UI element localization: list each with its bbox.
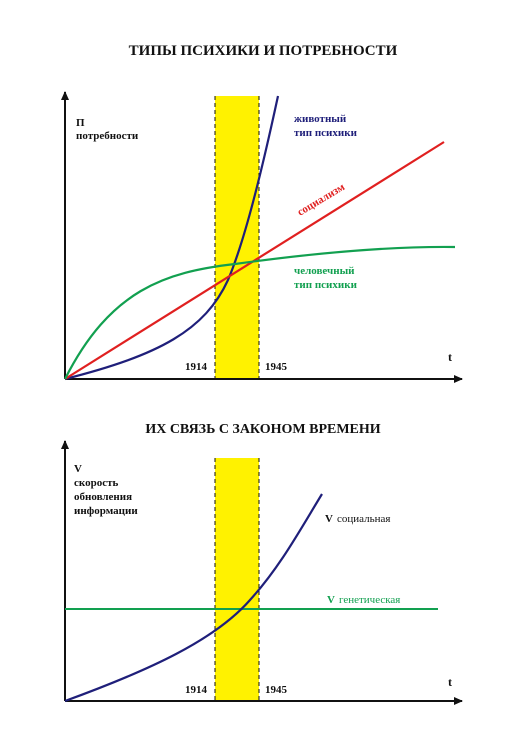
social-label-word: социальная <box>337 513 390 525</box>
social-curve <box>64 493 323 703</box>
bottom-title: ИХ СВЯЗЬ С ЗАКОНОМ ВРЕМЕНИ <box>145 422 380 437</box>
socialism-label: социализм <box>295 181 347 219</box>
bottom-year-start: 1914 <box>185 684 208 696</box>
social-label-v: V <box>325 513 333 525</box>
top-title: ТИПЫ ПСИХИКИ И ПОТРЕБНОСТИ <box>129 43 398 59</box>
bottom-y-label-line4: информации <box>74 505 138 517</box>
top-x-label: t <box>448 350 452 364</box>
top-year-start: 1914 <box>185 361 208 373</box>
genetic-label-word: генетическая <box>339 594 400 606</box>
top-y-label-symbol: П <box>76 117 85 129</box>
top-diagram: П потребности t 1914 1945 животный тип п… <box>61 91 463 383</box>
top-year-end: 1945 <box>265 361 288 373</box>
bottom-x-label: t <box>448 675 452 689</box>
bottom-year-end: 1945 <box>265 684 288 696</box>
human-curve <box>64 245 456 380</box>
animal-label-line2: тип психики <box>294 127 358 139</box>
bottom-period-band <box>215 458 259 701</box>
top-y-label-text: потребности <box>76 130 139 142</box>
bottom-y-label-line3: обновления <box>74 491 132 503</box>
top-period-band <box>215 96 259 379</box>
animal-label-line1: животный <box>294 113 347 125</box>
genetic-label-v: V <box>327 594 335 606</box>
human-label-line2: тип психики <box>294 279 358 291</box>
animal-curve <box>64 95 280 381</box>
bottom-y-label-line2: скорость <box>74 477 118 489</box>
human-label-line1: человечный <box>294 265 355 277</box>
bottom-y-label-symbol: V <box>74 463 82 475</box>
bottom-diagram: V скорость обновления информации t 1914 … <box>61 440 463 705</box>
